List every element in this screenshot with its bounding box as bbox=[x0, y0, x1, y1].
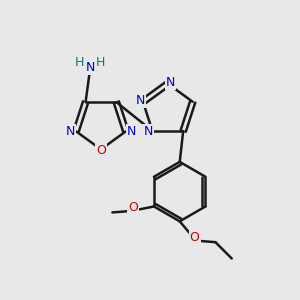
Text: N: N bbox=[85, 61, 95, 74]
Text: H: H bbox=[75, 56, 84, 69]
Text: O: O bbox=[96, 144, 106, 158]
Text: N: N bbox=[135, 94, 145, 107]
Text: O: O bbox=[190, 231, 200, 244]
Text: O: O bbox=[128, 202, 138, 214]
Text: N: N bbox=[65, 125, 75, 138]
Text: N: N bbox=[143, 124, 153, 137]
Text: H: H bbox=[96, 56, 105, 69]
Text: N: N bbox=[127, 125, 136, 138]
Text: N: N bbox=[166, 76, 176, 89]
